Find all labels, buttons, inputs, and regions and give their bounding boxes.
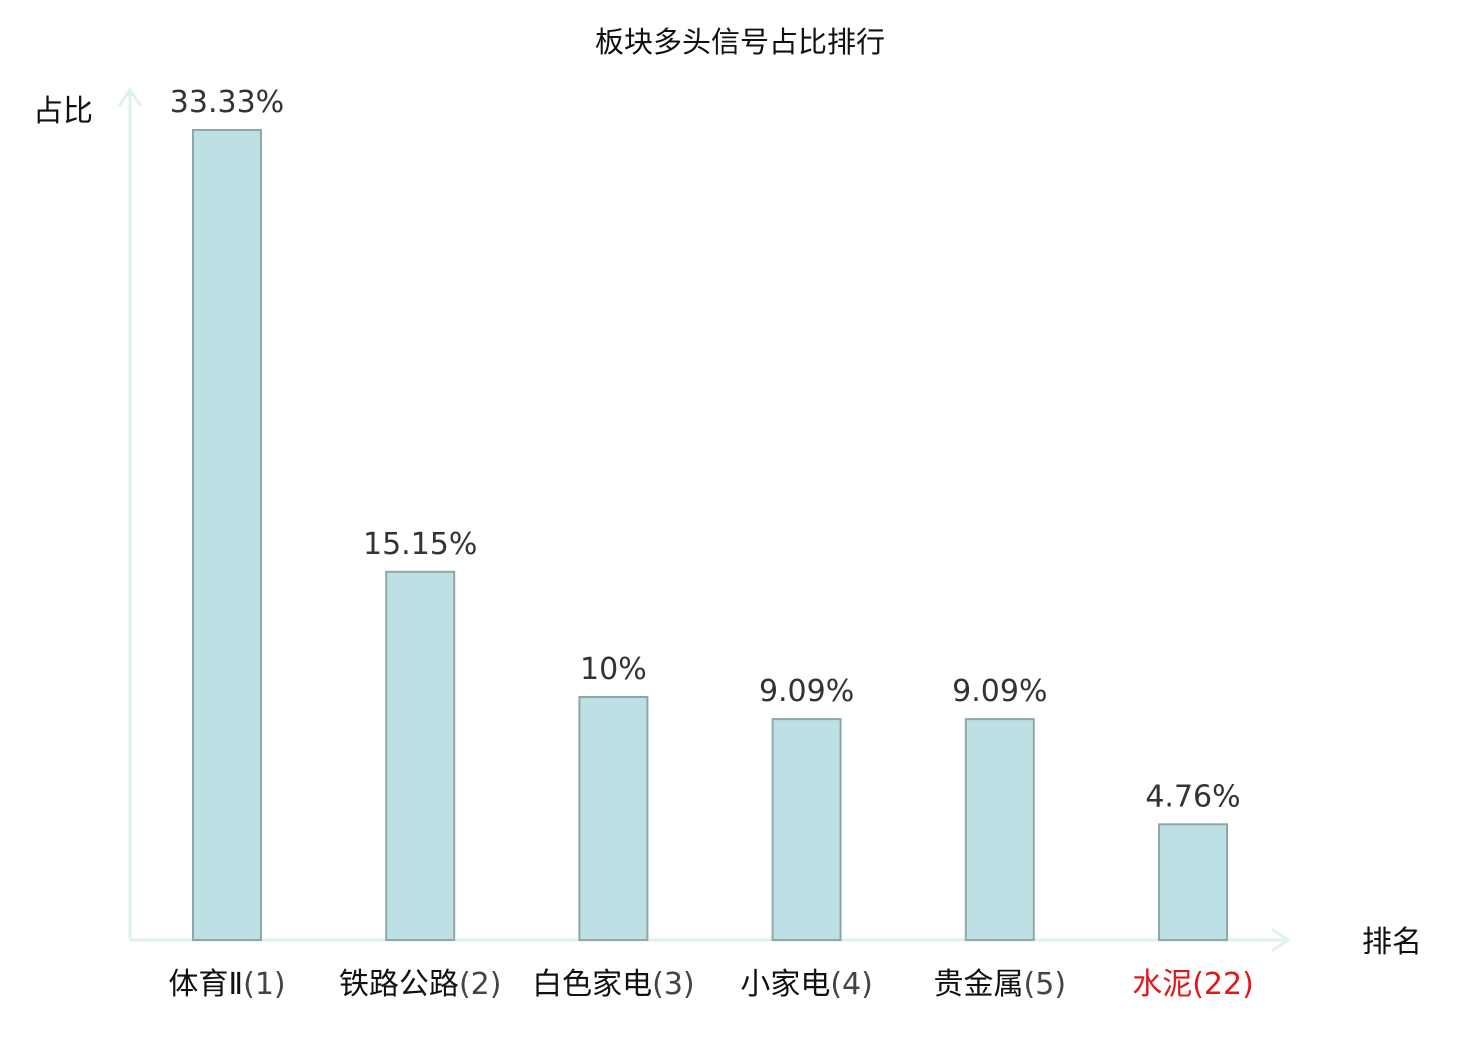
- x-axis-arrowhead: [1271, 927, 1291, 953]
- bar: [192, 129, 262, 941]
- bar: [578, 696, 649, 941]
- category-name: 小家电: [740, 967, 830, 1002]
- value-label: 15.15%: [363, 527, 477, 562]
- category-rank: (4): [830, 967, 873, 1002]
- category-name: 水泥: [1132, 967, 1192, 1002]
- value-label: 9.09%: [759, 674, 854, 709]
- category-rank: (5): [1024, 967, 1067, 1002]
- value-label: 4.76%: [1145, 779, 1240, 814]
- bar-series: [192, 129, 1228, 941]
- category-rank: (3): [652, 967, 695, 1002]
- value-label: 10%: [580, 652, 647, 687]
- category-rank: (2): [459, 967, 502, 1002]
- x-axis-label: 排名: [1362, 925, 1422, 960]
- value-labels: 33.33% 15.15% 10% 9.09% 9.09% 4.76%: [170, 85, 1241, 814]
- category-rank: (1): [243, 967, 286, 1002]
- bar: [771, 718, 842, 941]
- bar: [1158, 823, 1228, 941]
- category-label: 贵金属(5): [934, 967, 1067, 1002]
- x-axis: 排名: [130, 925, 1422, 960]
- category-label: 水泥(22): [1132, 967, 1254, 1002]
- category-label: 白色家电(3): [532, 967, 695, 1002]
- bar: [385, 570, 456, 941]
- category-rank: (22): [1192, 967, 1254, 1002]
- category-name: 贵金属: [934, 967, 1024, 1002]
- y-axis-arrowhead: [117, 87, 143, 107]
- category-label: 小家电(4): [740, 967, 873, 1002]
- chart-title: 板块多头信号占比排行: [595, 25, 885, 59]
- category-label: 体育Ⅱ(1): [168, 967, 285, 1002]
- category-name: 体育Ⅱ: [168, 967, 243, 1002]
- category-name: 白色家电: [532, 967, 652, 1002]
- category-name: 铁路公路: [339, 967, 459, 1002]
- category-label: 铁路公路(2): [339, 967, 502, 1002]
- y-axis: 占比: [33, 87, 143, 940]
- value-label: 9.09%: [952, 674, 1047, 709]
- category-labels: 体育Ⅱ(1) 铁路公路(2) 白色家电(3) 小家电(4) 贵金属(5) 水泥(22): [168, 967, 1253, 1002]
- value-label: 33.33%: [170, 85, 284, 120]
- y-axis-label: 占比: [33, 94, 93, 129]
- bar: [964, 718, 1035, 941]
